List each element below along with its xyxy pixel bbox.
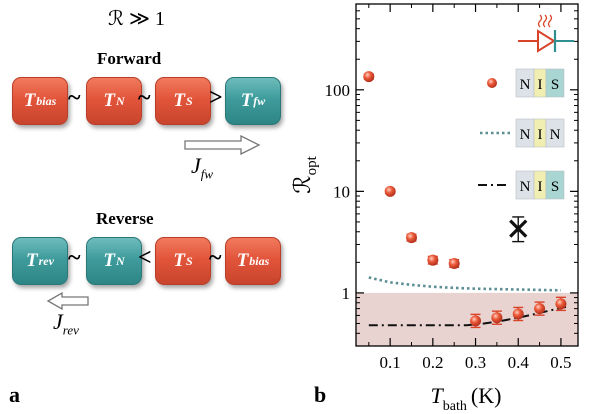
y-axis-subscript: opt bbox=[304, 155, 320, 175]
forward-heading: Forward bbox=[97, 49, 162, 68]
x-tick-label: 0.2 bbox=[422, 353, 443, 372]
reverse-relation-operator: ~ bbox=[209, 245, 222, 271]
reverse-arrow-icon bbox=[46, 292, 89, 310]
cross-marker bbox=[509, 219, 528, 238]
shaded-region bbox=[356, 292, 578, 346]
reverse-temp-subscript: S bbox=[185, 253, 193, 268]
forward-relation-operator: > bbox=[209, 85, 223, 111]
reverse-temp-subscript: rev bbox=[38, 253, 54, 268]
reverse-temp-subscript: bias bbox=[249, 253, 270, 268]
reverse-relation-operator: ~ bbox=[68, 245, 81, 271]
nin-dotted-line bbox=[368, 276, 561, 292]
nis-high-point bbox=[448, 257, 460, 269]
nis-high-point bbox=[384, 185, 396, 197]
junction-layer-s bbox=[545, 68, 565, 98]
panel-b-label: b bbox=[314, 382, 327, 407]
forward-temp-symbol: T bbox=[173, 90, 185, 111]
forward-temp-subscript: fw bbox=[253, 93, 266, 108]
nis-high-point bbox=[406, 232, 417, 244]
reverse-current-label: Jrev bbox=[53, 309, 79, 338]
nis-high-point bbox=[427, 254, 439, 266]
diode-triangle bbox=[537, 29, 556, 53]
nis-high-point bbox=[363, 71, 375, 83]
junction-layer-label: N bbox=[550, 127, 561, 143]
junction-layer-label: I bbox=[538, 77, 543, 93]
forward-temp-subscript: S bbox=[185, 93, 193, 108]
heat-wave bbox=[537, 14, 543, 28]
x-axis-subscript: bath bbox=[443, 399, 467, 414]
junction-layer-label: N bbox=[520, 179, 531, 195]
forward-temp-subscript: N bbox=[115, 93, 125, 108]
reverse-temp-symbol: T bbox=[103, 250, 115, 271]
forward-relation-operator: ~ bbox=[138, 85, 151, 111]
forward-temp-symbol: T bbox=[240, 90, 253, 111]
junction-layer-label: N bbox=[520, 77, 531, 93]
reverse-temp-symbol: T bbox=[26, 250, 38, 271]
x-axis-symbol: T bbox=[431, 383, 445, 408]
junction-layer-label: I bbox=[538, 179, 543, 195]
reverse-heading: Reverse bbox=[96, 209, 154, 228]
forward-relation-operator: ~ bbox=[68, 85, 81, 111]
reverse-temp-subscript: N bbox=[115, 253, 125, 268]
forward-temp-symbol: T bbox=[103, 90, 115, 111]
reverse-relation-operator: < bbox=[138, 245, 152, 271]
forward-temp-symbol: T bbox=[23, 90, 36, 111]
forward-arrow-icon bbox=[184, 135, 261, 155]
panel-a-label: a bbox=[9, 382, 20, 407]
heat-wave bbox=[547, 14, 553, 28]
x-tick-label: 0.5 bbox=[550, 353, 571, 372]
nis-low-point bbox=[512, 308, 524, 320]
axes-frame bbox=[355, 3, 579, 347]
reverse-temp-symbol: T bbox=[173, 250, 185, 271]
heat-wave bbox=[542, 14, 548, 28]
y-axis-symbol: ℛ bbox=[290, 175, 315, 193]
nis-low-point bbox=[491, 312, 503, 324]
forward-current-label: Jfw bbox=[191, 153, 214, 182]
forward-temp-subscript: bias bbox=[36, 93, 57, 108]
legend-dot-marker bbox=[487, 78, 497, 88]
junction-layer-label: I bbox=[538, 127, 543, 143]
x-tick-label: 0.3 bbox=[465, 353, 486, 372]
x-tick-label: 0.4 bbox=[508, 353, 530, 372]
nis-low-point bbox=[555, 298, 567, 310]
diode-icon bbox=[518, 14, 574, 53]
junction-layer-s bbox=[545, 170, 565, 200]
y-axis-label: ℛopt bbox=[290, 155, 320, 193]
reverse-temp-symbol: T bbox=[236, 250, 249, 271]
x-tick-label: 0.1 bbox=[380, 353, 401, 372]
x-axis-unit: (K) bbox=[471, 383, 502, 408]
y-tick-label: 10 bbox=[333, 182, 350, 201]
y-tick-label: 100 bbox=[325, 81, 351, 100]
junction-layer-n bbox=[545, 118, 565, 148]
nis-low-point bbox=[470, 315, 482, 327]
y-tick-label: 1 bbox=[342, 284, 351, 303]
x-axis-label: Tbath (K) bbox=[431, 383, 502, 414]
junction-layer-label: S bbox=[551, 77, 559, 93]
junction-layer-label: S bbox=[551, 179, 559, 195]
nis-dashdot-line bbox=[368, 305, 570, 327]
nis-low-point bbox=[534, 303, 546, 315]
condition-label: ℛ ≫ 1 bbox=[108, 8, 165, 30]
junction-layer-label: N bbox=[520, 127, 531, 143]
